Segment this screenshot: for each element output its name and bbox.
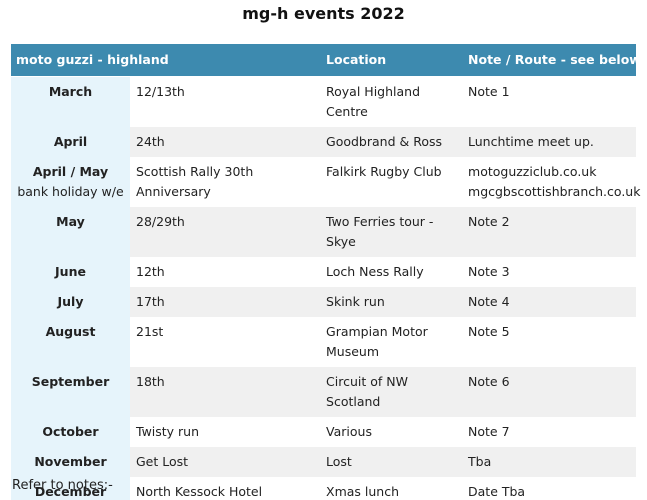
- note-cell: motoguzziclub.co.uk mgcgbscottishbranch.c…: [462, 157, 641, 207]
- date-cell: 18th: [130, 367, 321, 417]
- location-cell: Loch Ness Rally: [320, 257, 463, 287]
- table-row: November Get Lost Lost Tba: [11, 447, 637, 477]
- header-club: moto guzzi - highland: [11, 44, 321, 77]
- date-cell: Twisty run: [130, 417, 321, 447]
- location-cell: Various: [320, 417, 463, 447]
- month-cell: April: [11, 127, 130, 157]
- note-link[interactable]: mgcgbscottishbranch.co.uk: [468, 184, 641, 199]
- location-cell: Lost: [320, 447, 463, 477]
- month-cell: May: [11, 207, 130, 257]
- table-row: June 12th Loch Ness Rally Note 3: [11, 257, 637, 287]
- month-cell: July: [11, 287, 130, 317]
- events-table: moto guzzi - highland Location Note / Ro…: [11, 44, 645, 500]
- month-label: September: [31, 374, 110, 389]
- note-text: Tba: [468, 454, 492, 469]
- note-cell: Date Tba: [462, 477, 637, 500]
- location-cell: Two Ferries tour - Skye: [320, 207, 463, 257]
- month-cell: March: [11, 76, 130, 127]
- month-sublabel: bank holiday w/e: [17, 184, 124, 199]
- month-label: March: [48, 84, 93, 99]
- month-cell: June: [11, 257, 130, 287]
- header-note: Note / Route - see below.: [462, 44, 645, 77]
- note-cell: Note 5: [462, 317, 637, 367]
- date-cell: 17th: [130, 287, 321, 317]
- note-text: Note 5: [468, 324, 510, 339]
- month-label: November: [34, 454, 107, 469]
- header-row: moto guzzi - highland Location Note / Ro…: [11, 44, 645, 77]
- month-cell: October: [11, 417, 130, 447]
- table-body: March 12/13th Royal Highland Centre Note 1 A…: [11, 76, 641, 500]
- location-cell: Skink run: [320, 287, 463, 317]
- date-cell: Get Lost: [130, 447, 321, 477]
- note-cell: Note 2: [462, 207, 637, 257]
- note-text: Note 6: [468, 374, 510, 389]
- table-header: moto guzzi - highland Location Note / Ro…: [11, 44, 645, 77]
- note-text: Note 1: [468, 84, 510, 99]
- location-cell: Royal Highland Centre: [320, 76, 463, 127]
- note-cell: Note 7: [462, 417, 637, 447]
- month-label: December: [34, 484, 107, 499]
- month-cell: April / May bank holiday w/e: [11, 157, 130, 207]
- note-text[interactable]: motoguzziclub.co.uk: [468, 164, 597, 179]
- table-row: March 12/13th Royal Highland Centre Note 1: [11, 76, 637, 127]
- date-cell: 21st: [130, 317, 321, 367]
- note-text: Note 3: [468, 264, 510, 279]
- month-label: October: [42, 424, 99, 439]
- date-cell: 12/13th: [130, 76, 321, 127]
- location-cell: Xmas lunch: [320, 477, 463, 500]
- table-row: July 17th Skink run Note 4: [11, 287, 637, 317]
- month-label: April / May: [32, 164, 109, 179]
- month-cell: August: [11, 317, 130, 367]
- notes-reference: Refer to notes:-: [12, 478, 113, 493]
- location-cell: Circuit of NW Scotland: [320, 367, 463, 417]
- table-row: April / May bank holiday w/e Scottish Rall…: [11, 157, 641, 207]
- table-row: December North Kessock Hotel Xmas lunch Dat…: [11, 477, 637, 500]
- month-label: June: [55, 264, 86, 279]
- location-cell: Grampian Motor Museum: [320, 317, 463, 367]
- table-row: September 18th Circuit of NW Scotland Note …: [11, 367, 637, 417]
- table-row: October Twisty run Various Note 7: [11, 417, 637, 447]
- date-cell: 24th: [130, 127, 321, 157]
- table-row: April 24th Goodbrand & Ross Lunchtime meet …: [11, 127, 637, 157]
- note-cell: Note 4: [462, 287, 637, 317]
- month-label: July: [57, 294, 84, 309]
- month-label: August: [45, 324, 96, 339]
- page-title: mg-h events 2022: [242, 4, 405, 23]
- date-cell: North Kessock Hotel: [130, 477, 321, 500]
- month-label: May: [56, 214, 85, 229]
- note-text: Date Tba: [468, 484, 526, 499]
- table-row: May 28/29th Two Ferries tour - Skye Note 2: [11, 207, 637, 257]
- note-cell: Lunchtime meet up.: [462, 127, 637, 157]
- note-cell: Note 1: [462, 76, 637, 127]
- date-cell: 12th: [130, 257, 321, 287]
- date-cell: Scottish Rally 30th Anniversary: [130, 157, 321, 207]
- header-location: Location: [320, 44, 463, 77]
- date-cell: 28/29th: [130, 207, 321, 257]
- note-text: Note 7: [468, 424, 510, 439]
- note-cell: Note 6: [462, 367, 637, 417]
- month-cell: December: [11, 477, 130, 500]
- note-cell: Tba: [462, 447, 637, 477]
- month-cell: November: [11, 447, 130, 477]
- note-text: Lunchtime meet up.: [468, 134, 594, 149]
- table-row: August 21st Grampian Motor Museum Note 5: [11, 317, 637, 367]
- note-cell: Note 3: [462, 257, 637, 287]
- note-text: Note 4: [468, 294, 510, 309]
- location-cell: Falkirk Rugby Club: [320, 157, 463, 207]
- month-label: April: [53, 134, 88, 149]
- month-cell: September: [11, 367, 130, 417]
- note-text: Note 2: [468, 214, 510, 229]
- location-cell: Goodbrand & Ross: [320, 127, 463, 157]
